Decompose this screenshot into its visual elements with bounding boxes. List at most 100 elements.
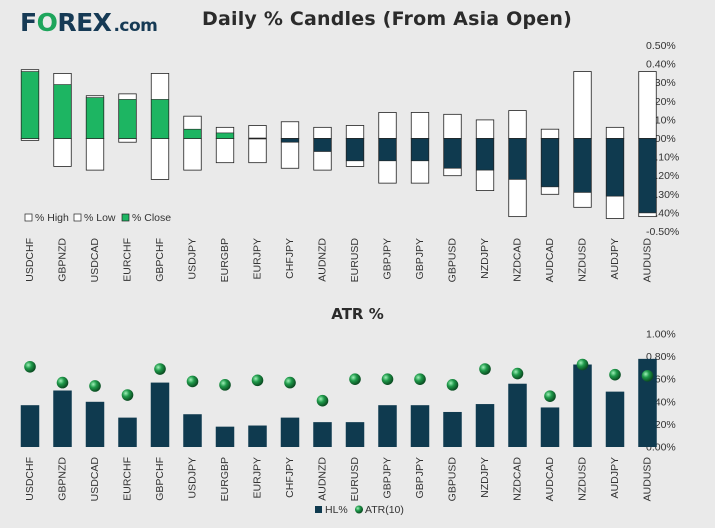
x-tick-label: CHFJPY bbox=[284, 238, 296, 279]
x-tick-label: USDJPY bbox=[186, 457, 198, 498]
x-tick-label: NZDJPY bbox=[479, 238, 491, 279]
hl-bar bbox=[540, 407, 560, 447]
close-bar bbox=[508, 138, 527, 180]
x-tick-label: GBPJPY bbox=[381, 457, 393, 498]
high-bar bbox=[475, 119, 495, 139]
low-bar bbox=[85, 138, 105, 171]
atr-marker bbox=[576, 358, 589, 371]
atr-marker bbox=[89, 380, 101, 392]
close-bar bbox=[410, 138, 430, 162]
y-tick-label: 0.50% bbox=[646, 40, 676, 52]
atr-marker bbox=[479, 363, 491, 375]
hl-bar bbox=[183, 414, 202, 447]
close-bar bbox=[313, 138, 332, 152]
low-bar bbox=[53, 138, 72, 167]
close-bar bbox=[540, 138, 560, 188]
x-tick-label: NZDUSD bbox=[576, 238, 588, 282]
high-bar bbox=[443, 113, 462, 139]
hl-bar bbox=[118, 417, 137, 447]
atr-marker bbox=[609, 368, 621, 381]
hl-bar bbox=[638, 358, 657, 447]
hl-bar bbox=[150, 382, 170, 447]
hl-bar bbox=[605, 391, 625, 447]
close-bar bbox=[605, 138, 625, 197]
atr-marker bbox=[284, 376, 296, 389]
x-tick-label: EURGBP bbox=[219, 238, 231, 282]
x-tick-label: EURJPY bbox=[251, 238, 263, 279]
x-tick-label: GBPCHF bbox=[154, 238, 166, 282]
atr-marker bbox=[544, 390, 556, 402]
x-tick-label: EURUSD bbox=[349, 457, 361, 502]
x-tick-label: USDCAD bbox=[89, 238, 101, 283]
x-tick-label: GBPNZD bbox=[56, 457, 68, 501]
legend-label: % Low bbox=[84, 212, 116, 224]
atr-marker bbox=[121, 389, 134, 401]
x-tick-label: AUDNZD bbox=[316, 457, 328, 501]
legend-swatch bbox=[24, 213, 33, 222]
x-tick-label: NZDJPY bbox=[479, 457, 491, 498]
atr-marker bbox=[511, 367, 524, 380]
x-tick-label: AUDNZD bbox=[316, 238, 328, 282]
high-bar bbox=[378, 112, 397, 139]
x-tick-label: GBPCHF bbox=[154, 457, 166, 501]
hl-bar bbox=[53, 390, 72, 447]
x-tick-label: NZDCAD bbox=[511, 457, 523, 501]
high-bar bbox=[573, 71, 592, 139]
x-tick-label: AUDJPY bbox=[609, 457, 621, 498]
x-tick-label: USDCHF bbox=[24, 457, 36, 501]
atr-marker bbox=[219, 379, 231, 391]
atr-marker bbox=[24, 360, 36, 373]
hl-bar bbox=[573, 364, 592, 447]
forex-logo: FOREX .com bbox=[20, 8, 158, 37]
close-bar bbox=[443, 138, 462, 169]
x-tick-label: NZDCAD bbox=[511, 238, 523, 282]
legend-marker bbox=[355, 505, 363, 514]
x-tick-label: USDJPY bbox=[186, 238, 198, 279]
x-tick-label: EURGBP bbox=[219, 457, 231, 501]
x-tick-label: GBPJPY bbox=[381, 238, 393, 279]
close-bar bbox=[85, 97, 105, 139]
x-tick-label: GBPUSD bbox=[446, 238, 458, 283]
legend-swatch bbox=[73, 213, 82, 222]
high-bar bbox=[508, 110, 527, 139]
y-tick-label: -0.50% bbox=[646, 226, 679, 238]
x-tick-label: GBPNZD bbox=[56, 238, 68, 282]
hl-bar bbox=[85, 401, 105, 447]
low-bar bbox=[183, 138, 202, 171]
hl-bar bbox=[410, 405, 430, 447]
hl-bar bbox=[313, 422, 332, 447]
close-bar bbox=[573, 138, 592, 193]
legend-swatch bbox=[121, 213, 130, 222]
hl-bar bbox=[378, 405, 397, 447]
close-bar bbox=[248, 137, 267, 140]
x-tick-label: GBPUSD bbox=[446, 457, 458, 502]
high-bar bbox=[638, 71, 657, 139]
close-bar bbox=[20, 71, 40, 139]
logo-f: F bbox=[20, 8, 37, 37]
close-bar bbox=[183, 128, 202, 139]
atr-chart: 1.00%0.80%0.60%0.40%0.20%0.00%USDCHF GBPN… bbox=[20, 329, 676, 516]
x-tick-label: NZDUSD bbox=[576, 457, 588, 501]
hl-bar bbox=[215, 426, 235, 447]
low-bar bbox=[248, 138, 267, 164]
high-bar bbox=[410, 112, 430, 139]
close-bar bbox=[280, 138, 300, 143]
low-bar bbox=[150, 138, 170, 180]
close-bar bbox=[53, 84, 72, 139]
x-tick-label: USDCHF bbox=[24, 238, 36, 282]
hl-bar bbox=[508, 383, 527, 447]
x-tick-label: EURCHF bbox=[121, 457, 133, 501]
close-bar bbox=[215, 132, 235, 139]
x-tick-label: AUDJPY bbox=[609, 238, 621, 279]
legend-swatch bbox=[315, 506, 322, 513]
hl-bar bbox=[443, 411, 462, 447]
x-tick-label: CHFJPY bbox=[284, 457, 296, 498]
x-tick-label: AUDUSD bbox=[641, 238, 653, 283]
atr-marker bbox=[251, 374, 264, 387]
x-tick-label: EURCHF bbox=[121, 238, 133, 282]
y-tick-label: 1.00% bbox=[646, 329, 676, 341]
low-bar bbox=[280, 138, 300, 169]
close-bar bbox=[118, 99, 137, 139]
